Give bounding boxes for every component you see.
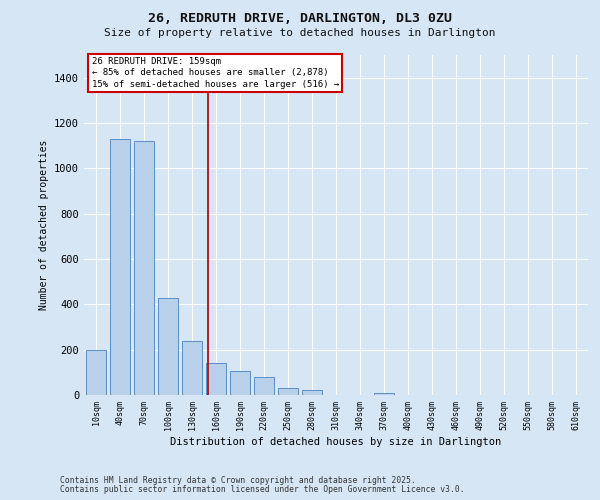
Text: Contains public sector information licensed under the Open Government Licence v3: Contains public sector information licen… bbox=[60, 485, 464, 494]
Y-axis label: Number of detached properties: Number of detached properties bbox=[38, 140, 49, 310]
Bar bbox=[86, 350, 106, 395]
Bar bbox=[278, 388, 298, 395]
Text: 26, REDRUTH DRIVE, DARLINGTON, DL3 0ZU: 26, REDRUTH DRIVE, DARLINGTON, DL3 0ZU bbox=[148, 12, 452, 26]
Bar bbox=[110, 139, 130, 395]
Bar bbox=[134, 141, 154, 395]
Bar bbox=[206, 364, 226, 395]
X-axis label: Distribution of detached houses by size in Darlington: Distribution of detached houses by size … bbox=[170, 437, 502, 447]
Bar bbox=[254, 377, 274, 395]
Bar bbox=[302, 390, 322, 395]
Bar bbox=[230, 371, 250, 395]
Bar bbox=[182, 340, 202, 395]
Bar bbox=[158, 298, 178, 395]
Text: Size of property relative to detached houses in Darlington: Size of property relative to detached ho… bbox=[104, 28, 496, 38]
Text: Contains HM Land Registry data © Crown copyright and database right 2025.: Contains HM Land Registry data © Crown c… bbox=[60, 476, 416, 485]
Text: 26 REDRUTH DRIVE: 159sqm
← 85% of detached houses are smaller (2,878)
15% of sem: 26 REDRUTH DRIVE: 159sqm ← 85% of detach… bbox=[92, 56, 339, 90]
Bar bbox=[374, 392, 394, 395]
